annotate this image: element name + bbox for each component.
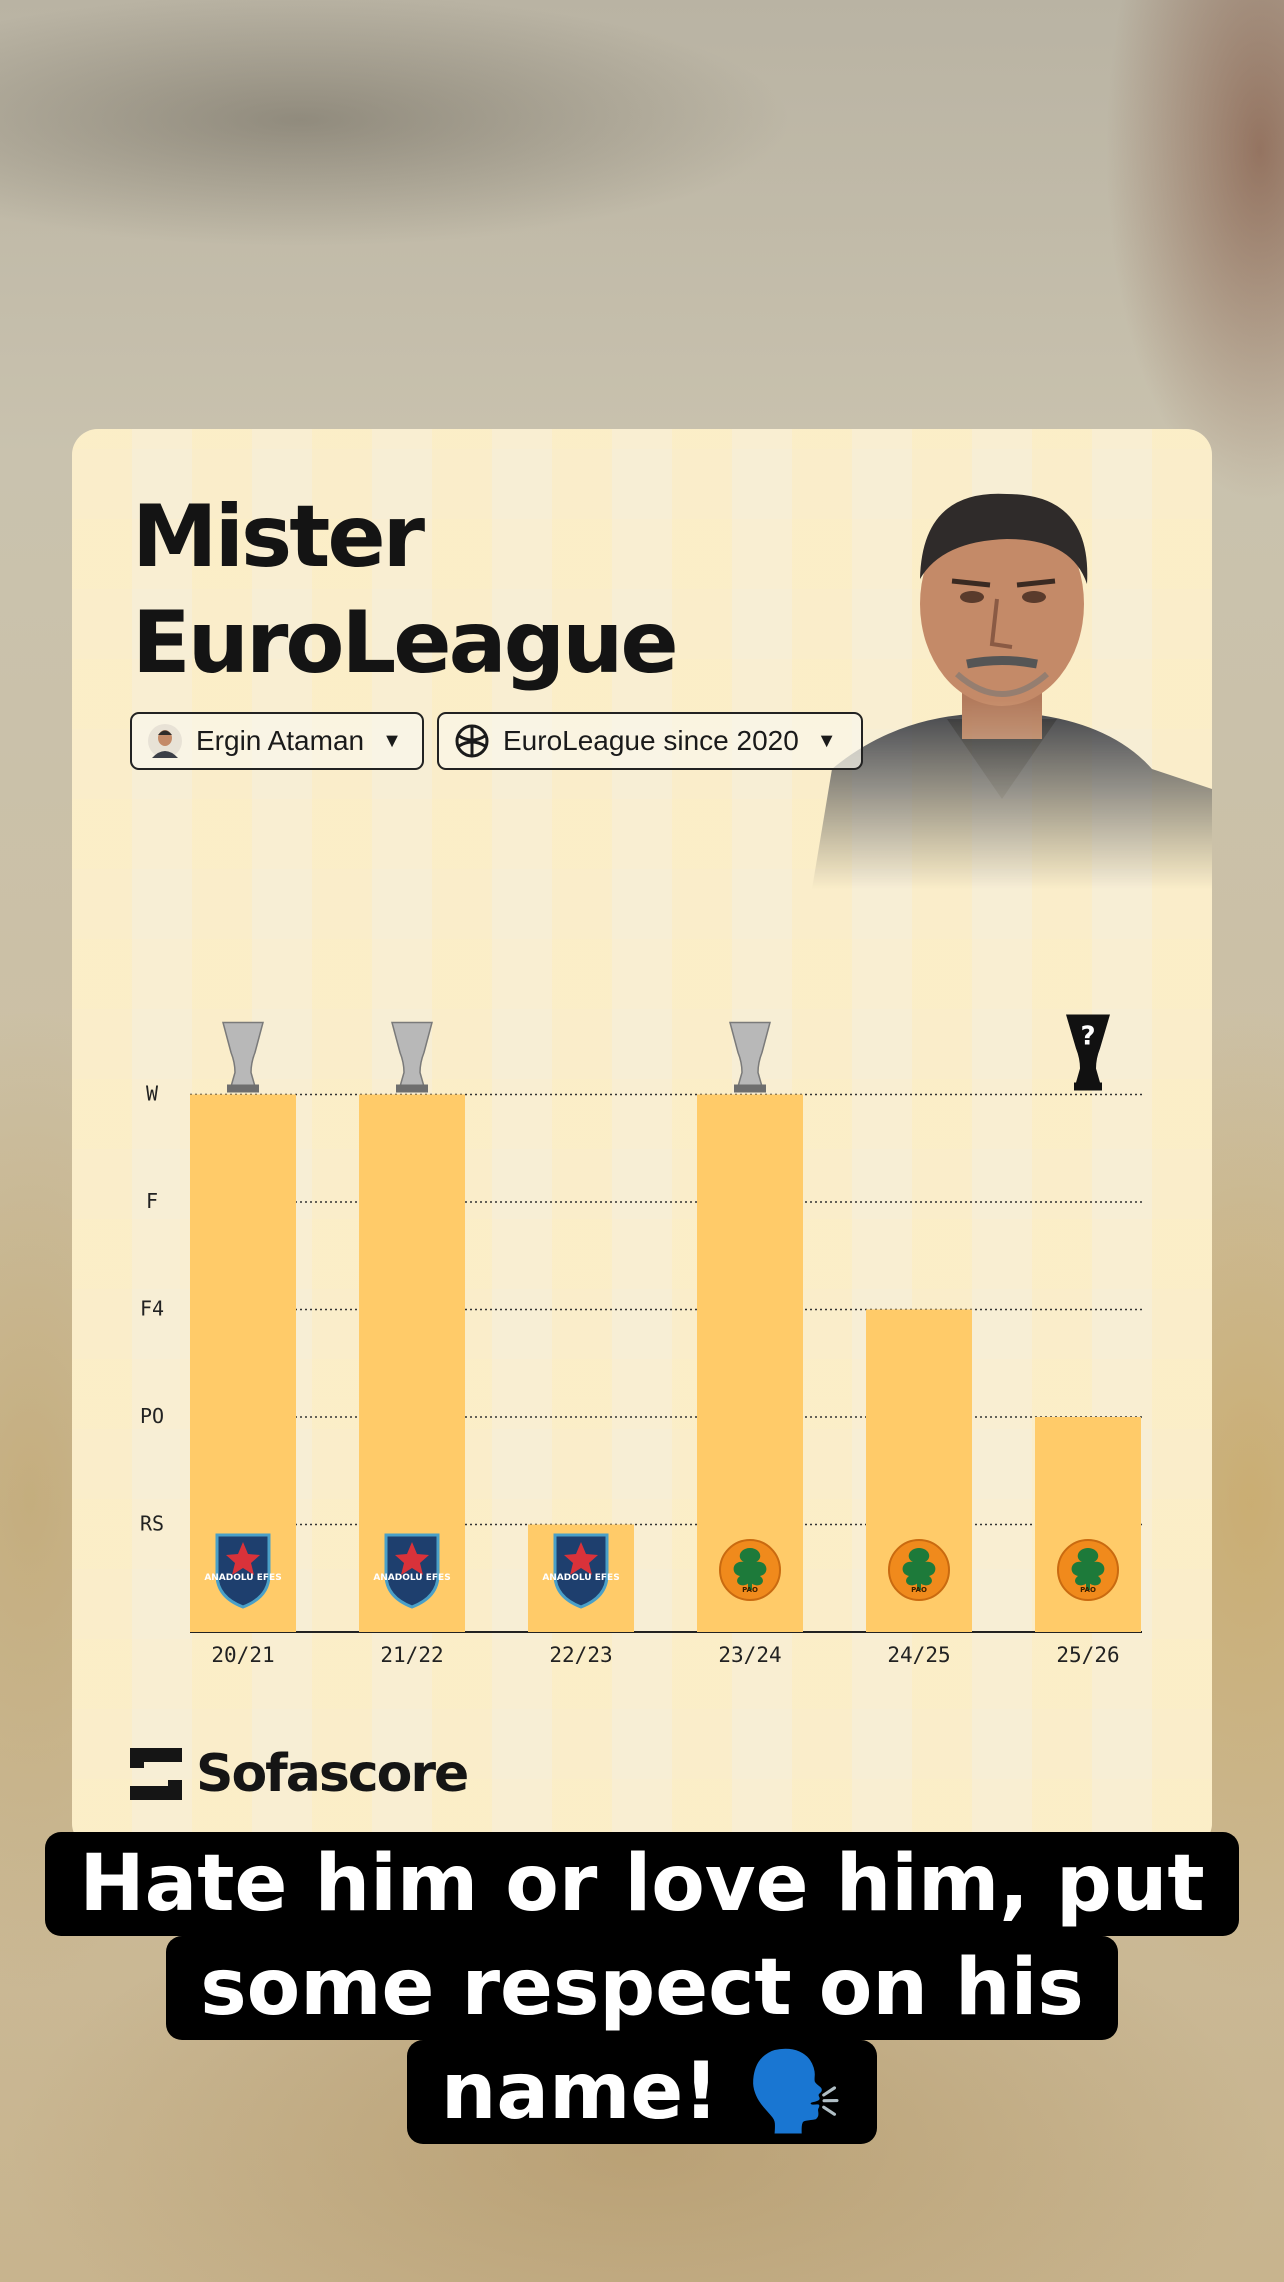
badge-stem — [748, 1568, 752, 1590]
video-caption: Hate him or love him, put some respect o… — [0, 1832, 1284, 2144]
badge-text: PAO — [1080, 1586, 1096, 1594]
y-tick-label: PO — [140, 1404, 164, 1428]
trophy-icon — [222, 1021, 264, 1093]
badge-clover — [902, 1548, 936, 1586]
title-line-2: EuroLeague — [132, 593, 679, 693]
badge-star — [564, 1542, 598, 1575]
anadolu-efes-badge-icon: ANADOLU EFES — [204, 1533, 282, 1609]
badge-shape — [553, 1533, 609, 1609]
chart-card: Mister EuroLeague Ergin Ataman ▼ EuroLea… — [72, 429, 1212, 1849]
trophy-shape — [391, 1021, 433, 1088]
sofascore-logo-text: Sofascore — [196, 1744, 469, 1804]
anadolu-efes-badge-icon: ANADOLU EFES — [542, 1533, 620, 1609]
panathinaikos-badge-icon: PAO — [719, 1539, 781, 1601]
trophy-icon — [391, 1021, 433, 1093]
sofascore-logo-icon — [130, 1748, 182, 1800]
trophy-base — [1074, 1082, 1102, 1091]
badge-stem — [917, 1568, 921, 1590]
x-tick-label: 20/21 — [211, 1643, 274, 1667]
stage-reached-chart: RS PO F4 F W ANADOLU EFES 20/21 ANADOLU EFES 21/… — [140, 1014, 1142, 1667]
x-tick-label: 25/26 — [1056, 1643, 1119, 1667]
coach-selector-label: Ergin Ataman — [196, 725, 365, 756]
y-tick-label: RS — [140, 1512, 164, 1536]
trophy-base — [227, 1084, 259, 1093]
badge-shape — [384, 1533, 440, 1609]
y-tick-label: W — [146, 1082, 159, 1106]
trophy-shape — [729, 1021, 771, 1088]
badge-text: PAO — [911, 1586, 927, 1594]
badge-text: PAO — [742, 1586, 758, 1594]
anadolu-efes-badge-icon: ANADOLU EFES — [373, 1533, 451, 1609]
badge-star — [226, 1542, 260, 1575]
caret-down-icon: ▼ — [816, 729, 837, 752]
caption-line-2: some respect on his — [166, 1936, 1118, 2040]
badge-star — [395, 1542, 429, 1575]
panathinaikos-badge-icon: PAO — [888, 1539, 950, 1601]
caption-line-1: Hate him or love him, put — [45, 1832, 1239, 1936]
competition-selector-label: EuroLeague since 2020 — [503, 725, 799, 756]
y-tick-label: F — [146, 1189, 158, 1213]
y-tick-label: F4 — [140, 1297, 164, 1321]
trophy-shape — [222, 1021, 264, 1088]
x-tick-label: 24/25 — [887, 1643, 950, 1667]
trophy-icon — [729, 1021, 771, 1093]
caption-line-3: name! 🗣️ — [406, 2040, 878, 2144]
panathinaikos-badge-icon: PAO — [1057, 1539, 1119, 1601]
competition-selector[interactable]: EuroLeague since 2020 ▼ — [437, 712, 863, 770]
badge-clover — [733, 1548, 767, 1586]
coach-selector[interactable]: Ergin Ataman ▼ — [130, 712, 424, 770]
x-tick-label: 21/22 — [380, 1643, 443, 1667]
question-trophy-icon: ? — [1066, 1014, 1110, 1091]
badge-stem — [1086, 1568, 1090, 1590]
avatar — [148, 724, 182, 758]
badge-text: ANADOLU EFES — [542, 1573, 619, 1583]
badge-text: ANADOLU EFES — [373, 1573, 450, 1583]
question-mark: ? — [1080, 1022, 1095, 1052]
euroleague-logo-icon — [455, 724, 489, 758]
title-line-1: Mister — [132, 487, 425, 587]
badge-text: ANADOLU EFES — [204, 1573, 281, 1583]
trophy-silhouette — [1066, 1014, 1110, 1083]
caret-down-icon: ▼ — [382, 729, 402, 752]
coach-photo — [812, 493, 1212, 889]
x-tick-label: 23/24 — [718, 1643, 781, 1667]
badge-clover — [1071, 1548, 1105, 1586]
x-tick-label: 22/23 — [549, 1643, 612, 1667]
page-title: Mister EuroLeague — [132, 484, 679, 696]
trophy-base — [396, 1084, 428, 1093]
trophy-base — [734, 1084, 766, 1093]
badge-shape — [215, 1533, 271, 1609]
sofascore-logo: Sofascore — [130, 1744, 469, 1804]
